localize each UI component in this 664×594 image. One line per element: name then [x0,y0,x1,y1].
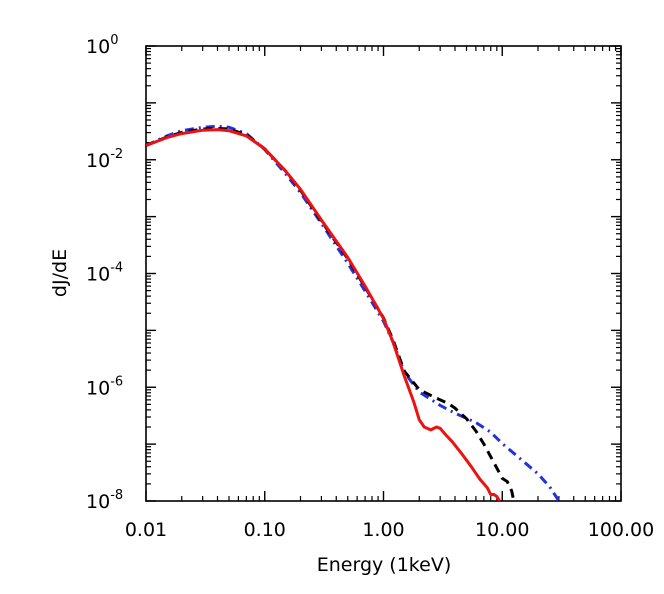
y-tick-labels: 100 10-2 10-4 10-6 10-8 [86,33,123,513]
series-line-dashed [146,127,516,501]
x-tick-label: 0.10 [244,519,286,541]
x-tick-label: 100.00 [588,519,654,541]
x-tick-label: 0.01 [125,519,167,541]
minor-ticks [146,46,621,501]
x-axis-title: Energy (1keV) [317,554,451,576]
x-tick-label: 10.00 [475,519,529,541]
y-tick-label: 10-6 [86,374,123,399]
series-line-dashdot [146,124,561,501]
y-tick-label: 10-8 [86,488,123,513]
y-axis-title: dJ/dE [49,249,71,297]
major-ticks [145,45,622,502]
x-tick-label: 1.00 [362,519,404,541]
plot-frame [145,45,622,502]
series-line-solid [146,128,501,501]
y-tick-label: 10-2 [86,147,123,172]
series-layer [146,124,561,501]
y-tick-label: 10-4 [86,261,123,286]
y-tick-label: 100 [86,33,118,58]
x-tick-labels: 0.01 0.10 1.00 10.00 100.00 [125,519,654,541]
plot-border [145,45,622,502]
